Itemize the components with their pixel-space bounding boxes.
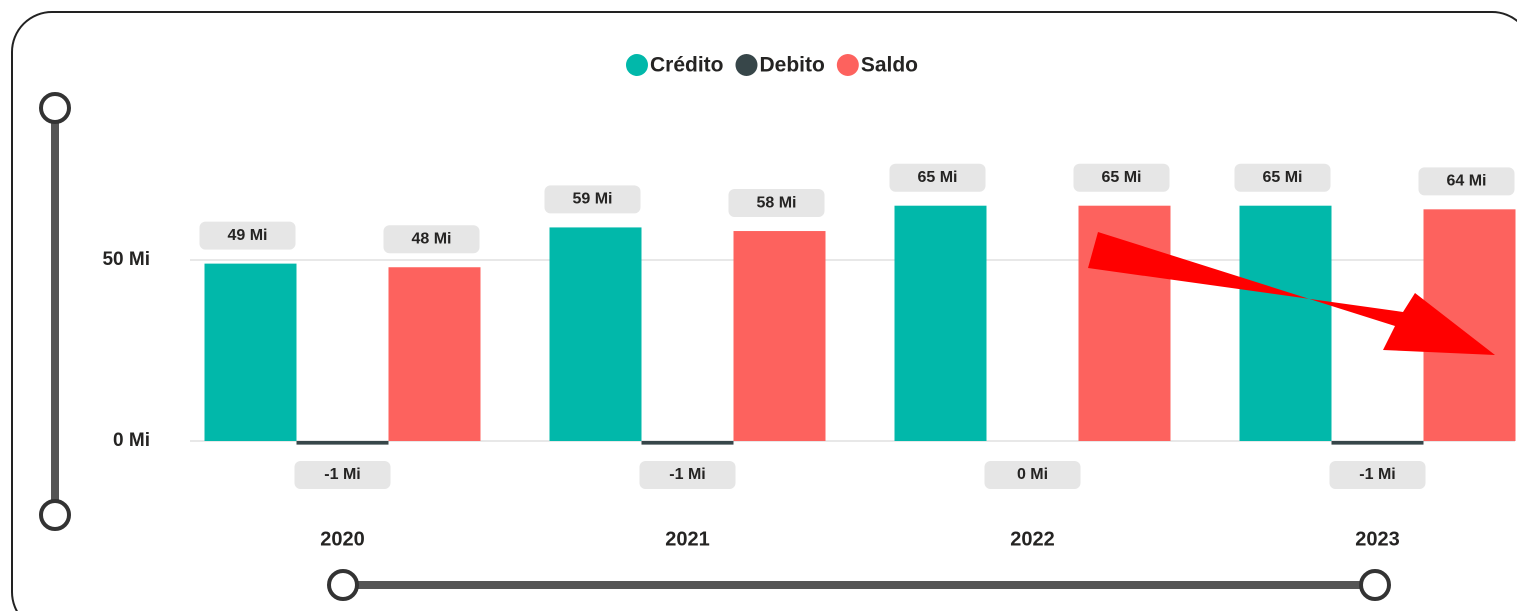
slider-handle[interactable] <box>39 499 71 531</box>
bar <box>1331 441 1424 445</box>
bar <box>894 205 987 441</box>
x-tick-label: 2022 <box>1010 528 1055 550</box>
data-label: -1 Mi <box>324 466 360 483</box>
arrow-annotation <box>1088 232 1495 355</box>
slider-handle[interactable] <box>39 92 71 124</box>
data-label: 0 Mi <box>1017 466 1048 483</box>
legend-label: Debito <box>759 54 824 77</box>
data-label-box <box>544 185 641 214</box>
data-label-box <box>1418 167 1515 196</box>
plot-area: 0 Mi 50 Mi 2020 49 Mi -1 Mi 48 Mi 2021 59 Mi -1 … <box>102 54 1516 550</box>
data-label-box <box>889 163 986 192</box>
bar <box>733 231 826 441</box>
slider-handle[interactable] <box>1359 569 1391 601</box>
data-label-box <box>639 461 736 489</box>
data-label-box <box>1329 461 1426 489</box>
legend: Crédito Debito Saldo <box>625 54 918 77</box>
bar <box>1239 205 1332 441</box>
slider-handle[interactable] <box>327 569 359 601</box>
data-label-box <box>199 221 296 250</box>
data-label: 58 Mi <box>756 194 796 211</box>
data-label: 65 Mi <box>917 169 957 186</box>
data-label-box <box>383 225 480 254</box>
bar <box>549 227 642 441</box>
data-label-box <box>294 461 391 489</box>
bar <box>296 441 389 445</box>
data-label: 49 Mi <box>227 227 267 244</box>
legend-label: Saldo <box>861 54 918 77</box>
x-tick-label: 2021 <box>665 528 710 550</box>
data-label-box <box>728 189 825 218</box>
data-label: -1 Mi <box>669 466 705 483</box>
y-tick-label: 0 Mi <box>113 430 150 451</box>
bar <box>388 267 481 441</box>
legend-marker <box>735 54 758 76</box>
x-tick-label: 2023 <box>1355 528 1400 550</box>
bar <box>641 441 734 445</box>
data-label-box <box>1073 163 1170 192</box>
y-tick-label: 50 Mi <box>102 249 150 270</box>
legend-marker <box>625 54 648 76</box>
legend-label: Crédito <box>650 54 724 77</box>
data-label-box <box>984 461 1081 489</box>
data-label: -1 Mi <box>1359 466 1395 483</box>
data-label-box <box>1234 163 1331 192</box>
data-label: 48 Mi <box>411 230 451 247</box>
bar <box>204 263 297 441</box>
data-label: 64 Mi <box>1446 173 1486 190</box>
data-label: 65 Mi <box>1101 169 1141 186</box>
x-tick-label: 2020 <box>320 528 365 550</box>
data-label: 65 Mi <box>1262 169 1302 186</box>
data-label: 59 Mi <box>572 191 612 208</box>
legend-marker <box>836 54 859 76</box>
